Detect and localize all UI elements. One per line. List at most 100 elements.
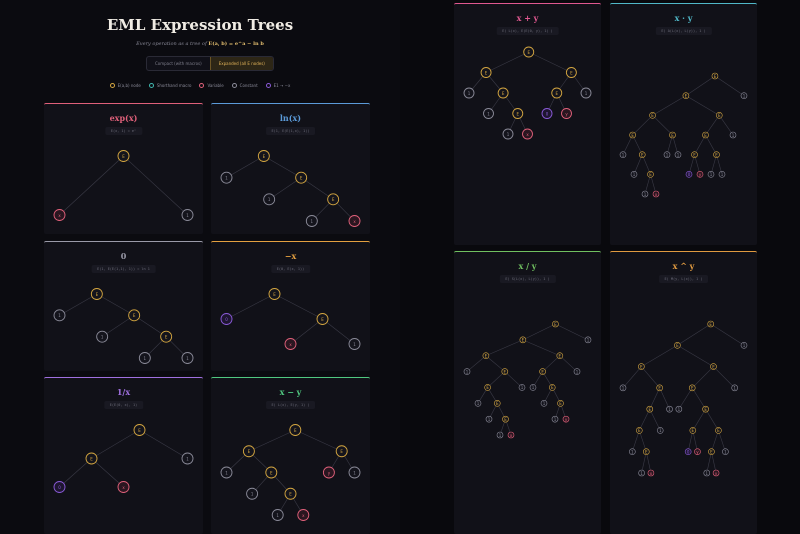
legend-label: Variable [207, 83, 224, 88]
tree-edge [659, 387, 670, 410]
e-node: E [635, 427, 643, 434]
svg-text:x: x [655, 192, 658, 197]
svg-text:E: E [248, 449, 251, 454]
e-node: E [284, 487, 297, 500]
e-node: E [85, 452, 98, 465]
svg-text:y: y [565, 111, 568, 116]
constant-node: 1 [474, 399, 482, 407]
svg-text:x: x [650, 471, 653, 476]
page-title: EML Expression Trees [106, 16, 294, 34]
zero-node: 0 [541, 108, 553, 119]
svg-text:1: 1 [353, 470, 356, 475]
toggle-expanded-button[interactable]: Expanded (all E nodes) [209, 57, 273, 70]
zero-node: 0 [684, 448, 692, 456]
svg-text:E: E [496, 401, 499, 406]
svg-text:y: y [699, 172, 702, 177]
card-title: x ^ y [672, 261, 695, 271]
tree-edge [716, 154, 723, 175]
tree-edge [528, 51, 572, 73]
constant-node: 1 [463, 87, 475, 99]
toggle-compact-button[interactable]: Compact (with macros) [155, 61, 202, 66]
variable-node: y [696, 171, 704, 178]
svg-text:1: 1 [488, 417, 491, 422]
constant-node: 1 [656, 427, 664, 434]
constant-node: 1 [529, 384, 537, 391]
tree-edge [485, 355, 506, 372]
tree-edge [96, 293, 135, 316]
constant-node: 1 [540, 399, 548, 407]
tree-edge [268, 177, 302, 200]
tree-diagram: 1 1 1 x E E E 0 y E 1 E E [463, 46, 592, 140]
svg-text:0: 0 [687, 450, 690, 455]
card-title: exp(x) [109, 113, 138, 123]
svg-text:1: 1 [251, 492, 254, 497]
card-title: x / y [518, 261, 537, 271]
svg-text:1: 1 [743, 93, 746, 98]
tree-diagram: 1 1 1 x E E E [220, 150, 361, 227]
variable-node: x [507, 431, 515, 439]
tree-edge [649, 409, 661, 431]
variable-node: x [652, 190, 660, 198]
svg-text:E: E [718, 113, 721, 118]
constant-node: 1 [641, 190, 649, 198]
e-node: E [480, 67, 492, 78]
svg-text:1: 1 [640, 471, 643, 476]
svg-text:1: 1 [499, 433, 502, 438]
constant-node: 1 [463, 368, 471, 375]
e-node: E [295, 171, 308, 184]
legend-label: E1 → −x [273, 83, 291, 88]
tree-edge [641, 451, 647, 474]
svg-text:x: x [289, 342, 292, 347]
e-node: E [646, 405, 654, 413]
e-node: E [642, 448, 650, 456]
constant-node: 1 [584, 336, 592, 344]
svg-text:E: E [502, 91, 505, 96]
tree-edge [711, 451, 717, 474]
tree-edge [706, 451, 712, 474]
zero-node: 0 [685, 171, 693, 178]
constant-node: 1 [551, 415, 559, 423]
svg-text:0: 0 [58, 485, 61, 490]
legend-item-e-node: E(a,b) node [109, 83, 141, 88]
svg-text:1: 1 [311, 219, 314, 224]
e-node: E [133, 424, 146, 436]
tree-edge [688, 154, 695, 175]
svg-text:1: 1 [721, 172, 724, 177]
e-node: E [548, 384, 556, 391]
svg-text:y: y [328, 470, 331, 475]
subtitle-text: Every operation as a tree of [136, 41, 207, 47]
tree-edge [487, 371, 506, 388]
view-toggle: Compact (with macros) Expanded (all E no… [146, 56, 274, 71]
svg-text:1: 1 [710, 172, 713, 177]
tree-edge [713, 366, 735, 389]
e-node: E [128, 309, 141, 322]
constant-node: 1 [666, 405, 673, 413]
svg-text:1: 1 [276, 513, 279, 518]
legend-label: E(a,b) node [117, 83, 141, 88]
constant-node: 1 [580, 87, 592, 99]
svg-text:1: 1 [58, 313, 61, 318]
svg-text:E: E [122, 154, 125, 159]
e-node: E [90, 288, 103, 300]
svg-text:E: E [651, 113, 654, 118]
constant-node: 1 [483, 108, 494, 119]
svg-text:E: E [645, 450, 648, 455]
tree-edge [274, 293, 323, 320]
e-node: E [257, 150, 270, 162]
e-node: E [557, 399, 564, 407]
tree-edge [102, 315, 135, 337]
e-node: E [713, 151, 720, 158]
svg-text:1: 1 [554, 417, 557, 422]
constant-node: 1 [181, 209, 194, 221]
e-node: E [638, 151, 646, 158]
svg-text:E: E [332, 197, 335, 202]
constant-node: 1 [663, 151, 671, 158]
tree-edge [666, 134, 673, 155]
card-formula: E( M(y, L(x)), 1 ) [658, 275, 709, 283]
svg-text:E: E [133, 313, 136, 318]
e-node: E [265, 466, 278, 479]
tree-edge [641, 154, 651, 175]
svg-text:E: E [570, 70, 573, 75]
e-node: E [682, 92, 690, 99]
svg-text:1: 1 [732, 133, 735, 138]
